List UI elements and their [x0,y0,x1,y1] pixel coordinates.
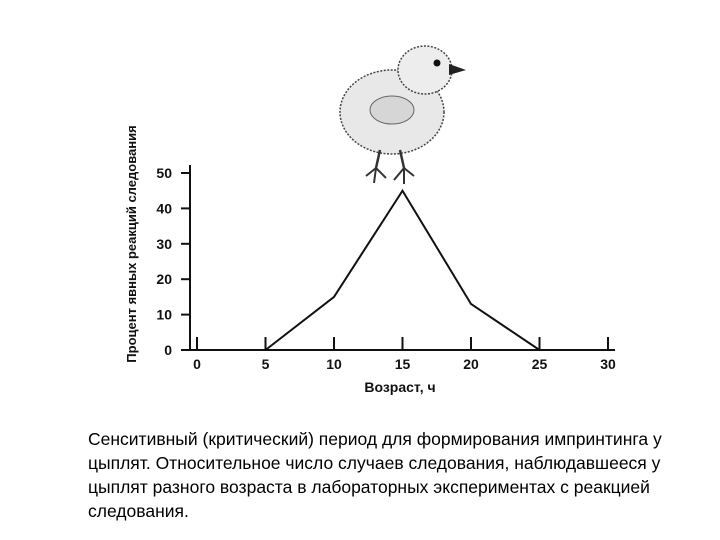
y-tick-label: 10 [156,307,172,323]
series-line [264,188,541,351]
y-tick-label: 40 [156,200,172,216]
y-tick-label: 50 [156,165,172,181]
figure-caption: Сенситивный (критический) период для фор… [88,429,662,521]
y-tick-label: 20 [156,271,172,287]
x-tick-label: 15 [395,356,411,372]
chick-icon [339,45,466,184]
x-tick-label: 0 [193,356,201,372]
data-point [538,349,541,351]
x-axis-label: Возраст, ч [364,379,435,395]
x-tick-label: 5 [262,356,270,372]
data-point [333,296,335,298]
data-point [401,189,404,192]
data-point [470,303,472,305]
y-axis-label: Процент явных реакций следования [124,125,139,362]
x-tick-label: 20 [463,356,479,372]
x-tick-label: 10 [326,356,342,372]
data-point [264,349,267,351]
y-tick-label: 30 [156,236,172,252]
x-tick-label: 25 [532,356,548,372]
y-tick-label: 0 [164,342,172,358]
x-tick-label: 30 [600,356,616,372]
